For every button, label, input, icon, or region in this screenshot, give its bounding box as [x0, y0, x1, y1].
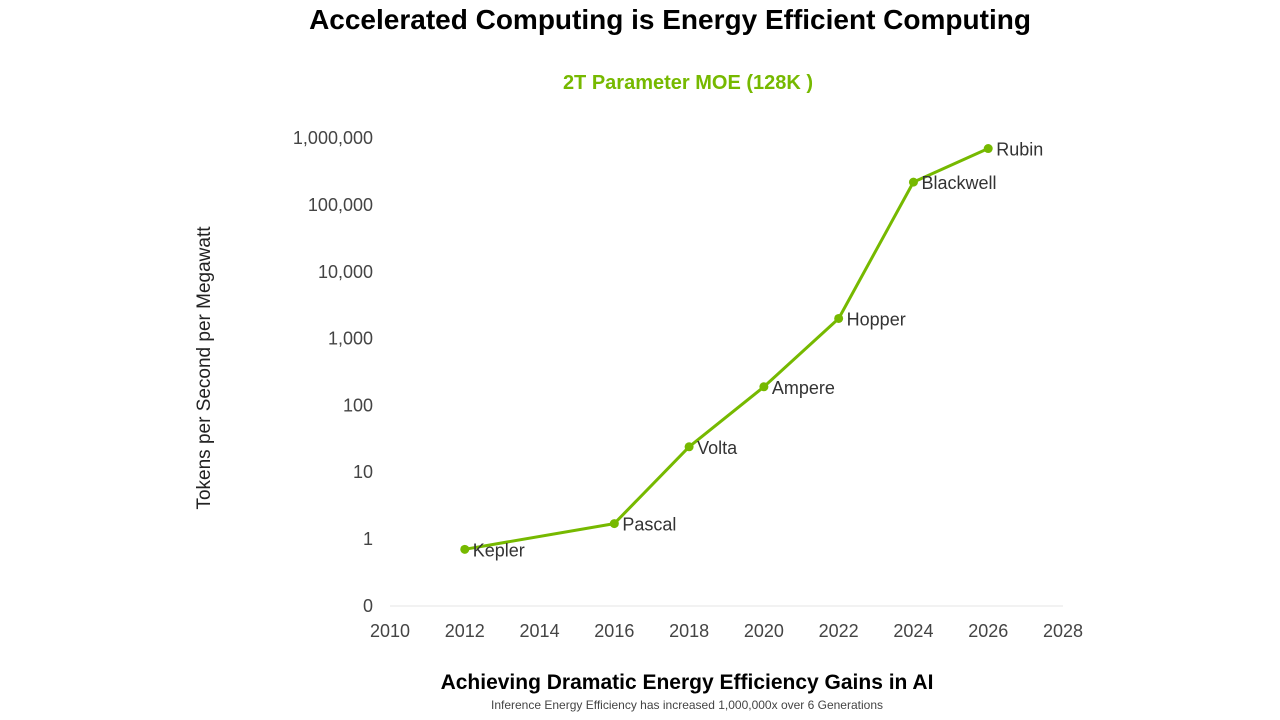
- y-tick-label: 100: [343, 395, 373, 415]
- y-tick-label: 1,000,000: [293, 128, 373, 148]
- x-tick-label: 2020: [744, 621, 784, 641]
- data-point-blackwell: [908, 177, 918, 187]
- x-tick-label: 2026: [968, 621, 1008, 641]
- footer-subtitle: Inference Energy Efficiency has increase…: [490, 698, 883, 712]
- x-tick-label: 2014: [520, 621, 560, 641]
- data-label-ampere: Ampere: [772, 378, 835, 398]
- x-tick-labels: 2010 2012 2014 2016 2018 2020 2022 2024 2026 2028: [370, 621, 1083, 641]
- series-line: [464, 147, 989, 551]
- data-point-ampere: [759, 382, 769, 392]
- x-tick-label: 2028: [1043, 621, 1083, 641]
- chart-title: Accelerated Computing is Energy Efficien…: [309, 4, 1031, 35]
- x-tick-label: 2024: [893, 621, 933, 641]
- y-tick-label: 10,000: [318, 262, 373, 282]
- x-tick-label: 2010: [370, 621, 410, 641]
- data-point-volta: [684, 442, 694, 452]
- data-label-rubin: Rubin: [996, 140, 1043, 160]
- x-tick-label: 2012: [445, 621, 485, 641]
- y-tick-label: 1,000: [328, 329, 373, 349]
- data-label-kepler: Kepler: [473, 540, 525, 560]
- data-point-hopper: [834, 313, 844, 323]
- data-label-hopper: Hopper: [847, 309, 906, 329]
- y-tick-label: 0: [363, 596, 373, 616]
- x-tick-label: 2016: [594, 621, 634, 641]
- data-point-labels: Kepler Pascal Volta Ampere Hopper BlackwellRu…: [473, 140, 1043, 561]
- data-point-kepler: [460, 544, 470, 554]
- data-points: [460, 144, 993, 554]
- x-tick-label: 2018: [669, 621, 709, 641]
- x-tick-label: 2022: [819, 621, 859, 641]
- y-tick-labels: 0 1 10 100 1,000 10,000 100,000 1,000,000: [293, 128, 373, 616]
- data-point-rubin: [983, 144, 993, 154]
- data-point-pascal: [609, 519, 619, 529]
- y-tick-label: 100,000: [308, 195, 373, 215]
- footer-title: Achieving Dramatic Energy Efficiency Gai…: [440, 671, 934, 694]
- chart-subtitle: 2T Parameter MOE (128K ): [562, 72, 814, 94]
- data-label-blackwell: Blackwell: [921, 173, 996, 193]
- y-tick-label: 1: [363, 529, 373, 549]
- data-label-volta: Volta: [697, 438, 738, 458]
- data-label-pascal: Pascal: [622, 515, 676, 535]
- y-tick-label: 10: [353, 462, 373, 482]
